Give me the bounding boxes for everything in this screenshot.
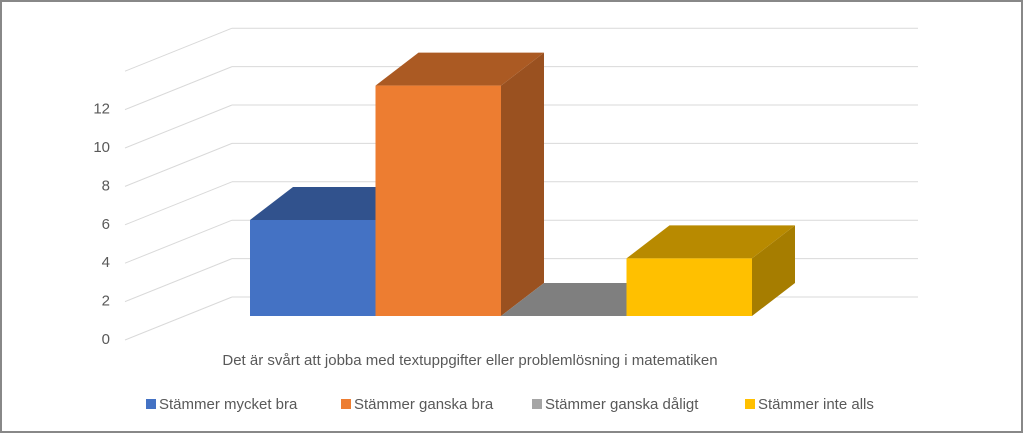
bar: [250, 220, 376, 316]
y-tick-label: 2: [102, 293, 110, 310]
grid-line: [124, 104, 233, 149]
bar-side: [752, 225, 795, 316]
legend-label: Stämmer inte alls: [758, 396, 874, 413]
bar-top: [375, 52, 544, 86]
legend-swatch: [146, 399, 156, 409]
legend-label: Stämmer ganska dåligt: [545, 396, 699, 413]
bar-side: [501, 52, 544, 316]
grid-line: [124, 258, 233, 303]
bar: [375, 85, 501, 316]
grid-line: [124, 27, 233, 72]
legend-label: Stämmer mycket bra: [159, 396, 298, 413]
grid-line: [124, 66, 233, 111]
y-tick-label: 6: [102, 216, 110, 233]
y-tick-label: 4: [102, 254, 110, 271]
y-tick-label: 0: [102, 331, 110, 348]
y-tick-label: 8: [102, 177, 110, 194]
legend-swatch: [532, 399, 542, 409]
grid-line: [124, 181, 233, 226]
y-tick-label: 12: [93, 101, 110, 118]
grid-line: [124, 142, 233, 187]
legend-label: Stämmer ganska bra: [354, 396, 494, 413]
bar-top: [626, 225, 795, 259]
y-tick-label: 10: [93, 139, 110, 156]
bar: [626, 258, 752, 316]
legend-swatch: [341, 399, 351, 409]
legend-swatch: [745, 399, 755, 409]
x-tick-label: Det är svårt att jobba med textuppgifter…: [222, 352, 717, 369]
grid-line: [124, 296, 233, 341]
grid-line: [124, 219, 233, 264]
